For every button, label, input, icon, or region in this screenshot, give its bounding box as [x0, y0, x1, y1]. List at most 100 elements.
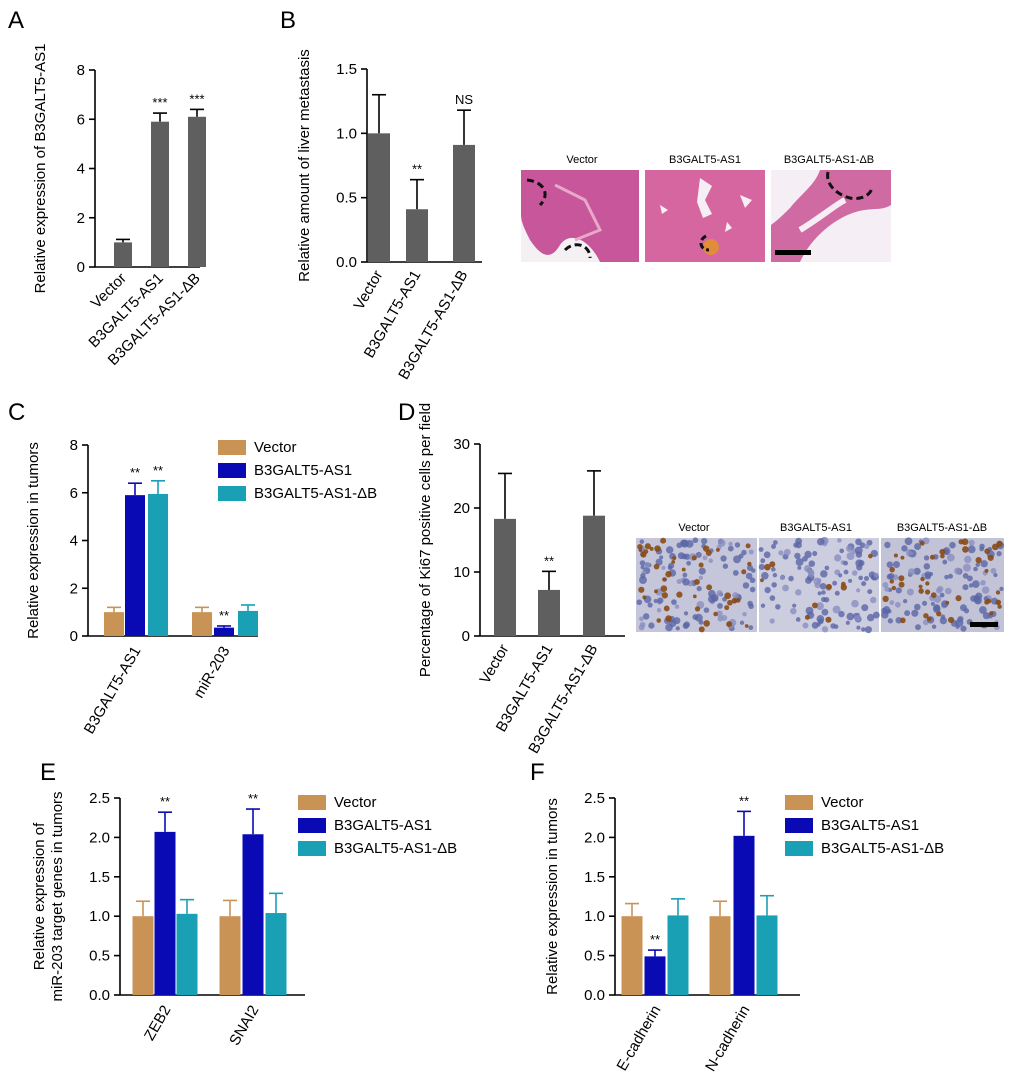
legend-label: B3GALT5-AS1-ΔB	[821, 840, 944, 857]
y-tick-label: 6	[70, 485, 78, 502]
scale-bar-d	[970, 622, 998, 627]
bar-vector	[494, 518, 516, 636]
y-axis-label: Relative expression of B3GALT5-AS1	[32, 44, 49, 294]
y-tick-label: 6	[77, 111, 85, 128]
y-axis-label: Relative expression in tumors	[25, 442, 42, 639]
legend-f: Vector B3GALT5-AS1 B3GALT5-AS1-ΔB	[785, 794, 944, 857]
bar-b3galt5-as1-b-mir-203	[238, 610, 258, 636]
y-tick-label: 1.0	[584, 908, 605, 925]
legend-swatch	[218, 486, 246, 501]
chart-e: 0.0 0.5 1.0 1.5 2.0 2.5 Relative expression of…	[31, 790, 305, 1049]
bar-vector-snai2	[219, 916, 241, 995]
significance-label: **	[650, 932, 660, 947]
y-tick-label: 1.0	[89, 908, 110, 925]
photo-label-b-vector: Vector	[566, 154, 598, 166]
photo-label-d-delta: B3GALT5-AS1-ΔB	[897, 522, 987, 534]
legend-label: B3GALT5-AS1-ΔB	[254, 485, 377, 502]
legend-swatch	[218, 463, 246, 478]
y-axis-label: Relative amount of liver metastasis	[296, 49, 313, 282]
bar-b3galt5-as1-b-n-cadherin	[756, 915, 778, 995]
y-tick-label: 0.5	[336, 190, 357, 207]
significance-label: **	[153, 463, 163, 478]
bar-b3galt5-as1	[151, 121, 169, 268]
significance-label: ***	[189, 91, 204, 106]
legend-label: B3GALT5-AS1	[821, 817, 919, 834]
y-tick-label: 0	[77, 259, 85, 276]
legend-swatch	[785, 818, 813, 833]
panel-label-f: F	[530, 759, 545, 786]
bar-b3galt5-as1-b-snai2	[265, 913, 287, 995]
legend-label: Vector	[821, 794, 864, 811]
y-tick-label: 2.5	[89, 790, 110, 807]
bar-b3galt5-as1-b	[583, 515, 605, 636]
bar-b3galt5-as1-n-cadherin	[733, 835, 755, 995]
photo-label-b-b3galt5: B3GALT5-AS1	[669, 154, 741, 166]
photo-label-b-delta: B3GALT5-AS1-ΔB	[784, 154, 874, 166]
y-tick-label: 30	[453, 436, 470, 453]
x-tick-label: Vector	[476, 642, 512, 687]
significance-label: **	[219, 608, 229, 623]
legend-label: Vector	[254, 439, 297, 456]
y-tick-label: 0	[462, 628, 470, 645]
y-axis-label: miR-203 target genes in tumors	[49, 791, 66, 1001]
x-tick-label: B3GALT5-AS1	[81, 644, 145, 737]
x-tick-label: ZEB2	[141, 1003, 174, 1044]
y-axis-label: Relative expression in tumors	[544, 798, 561, 995]
legend-swatch	[218, 440, 246, 455]
y-tick-label: 1.5	[89, 869, 110, 886]
y-tick-label: 2	[77, 210, 85, 227]
chart-c: 0 2 4 6 8 Relative expression in tumors ** ** B3…	[25, 437, 258, 737]
legend-swatch	[785, 841, 813, 856]
legend-label: B3GALT5-AS1	[334, 817, 432, 834]
bar-vector-mir-203	[192, 612, 212, 636]
y-tick-label: 0.5	[89, 948, 110, 965]
bar-b3galt5-as1	[538, 589, 560, 636]
y-tick-label: 1.5	[336, 61, 357, 78]
bar-b3galt5-as1-e-cadherin	[644, 956, 666, 995]
x-tick-label: E-cadherin	[613, 1003, 664, 1074]
x-tick-label: miR-203	[190, 644, 233, 702]
y-tick-label: 2.5	[584, 790, 605, 807]
x-tick-label: N-cadherin	[702, 1003, 753, 1075]
y-axis-label: Percentage of Ki67 positive cells per fi…	[417, 403, 434, 677]
y-tick-label: 2.0	[89, 829, 110, 846]
legend-swatch	[785, 795, 813, 810]
bar-b3galt5-as1-b	[188, 116, 206, 267]
bar-b3galt5-as1-snai2	[242, 834, 264, 995]
legend-swatch	[298, 795, 326, 810]
legend-label: B3GALT5-AS1	[254, 462, 352, 479]
bar-b3galt5-as1-b-zeb2	[176, 913, 198, 995]
he-image-delta	[771, 170, 891, 262]
significance-label: **	[412, 162, 422, 177]
significance-label: NS	[455, 92, 473, 107]
micrograph-panel-d: Vector B3GALT5-AS1 B3GALT5-AS1-ΔB	[636, 522, 1005, 634]
photo-label-d-b3galt5: B3GALT5-AS1	[780, 522, 852, 534]
legend-swatch	[298, 818, 326, 833]
panel-label-e: E	[40, 759, 56, 786]
photo-label-d-vector: Vector	[678, 522, 710, 534]
y-tick-label: 8	[70, 437, 78, 454]
significance-label: **	[248, 791, 258, 806]
chart-b: 0.0 0.5 1.0 1.5 Relative amount of liver met…	[296, 49, 482, 383]
significance-label: ***	[152, 95, 167, 110]
x-tick-label: SNAI2	[226, 1003, 262, 1049]
bar-vector	[368, 133, 390, 262]
bar-b3galt5-as1-b	[453, 144, 475, 262]
y-tick-label: 0	[70, 628, 78, 645]
y-tick-label: 1.5	[584, 869, 605, 886]
scale-bar-b	[775, 250, 811, 255]
y-tick-label: 2.0	[584, 829, 605, 846]
y-tick-label: 1.0	[336, 125, 357, 142]
legend-label: Vector	[334, 794, 377, 811]
y-tick-label: 4	[77, 161, 85, 178]
panel-label-b: B	[280, 7, 296, 34]
significance-label: **	[130, 465, 140, 480]
legend-label: B3GALT5-AS1-ΔB	[334, 840, 457, 857]
bar-b3galt5-as1-b3galt5-as1	[125, 495, 145, 636]
bar-b3galt5-as1-mir-203	[214, 627, 234, 636]
bar-b3galt5-as1-zeb2	[154, 831, 176, 995]
he-image-vector	[521, 170, 639, 262]
bar-vector-b3galt5-as1	[104, 612, 124, 636]
legend-c: Vector B3GALT5-AS1 B3GALT5-AS1-ΔB	[218, 439, 377, 502]
